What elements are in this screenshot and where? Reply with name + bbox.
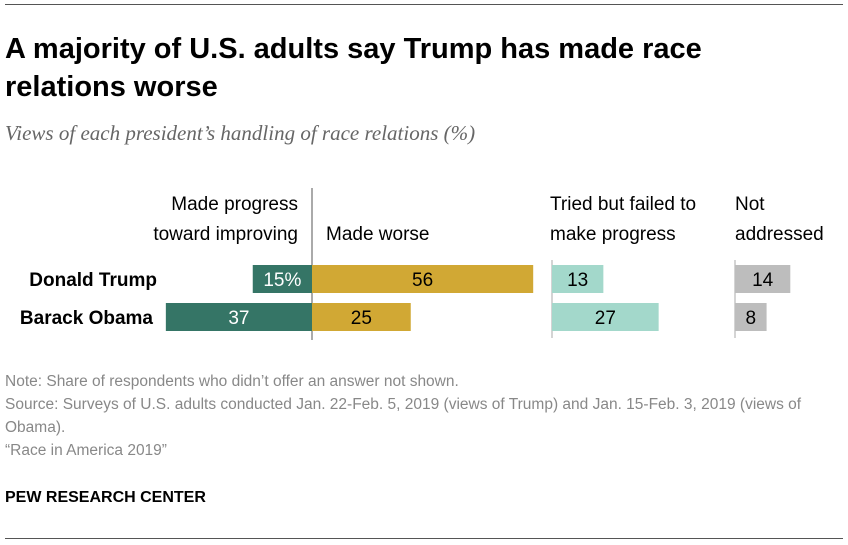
category-label: Barack Obama — [20, 308, 154, 329]
chart-title: A majority of U.S. adults say Trump has … — [5, 33, 702, 103]
data-label: 13 — [567, 270, 588, 291]
bar — [252, 265, 312, 293]
legend-label: Not — [735, 194, 765, 215]
data-label: 37 — [228, 308, 249, 329]
legend-label: toward improving — [153, 224, 298, 245]
legend-label: addressed — [735, 224, 824, 245]
bar — [552, 303, 659, 331]
bar — [165, 303, 312, 331]
top-rule — [5, 4, 843, 5]
bar — [552, 265, 604, 293]
legend-label: Made worse — [326, 224, 430, 245]
legend-label: make progress — [550, 224, 676, 245]
data-label: 56 — [412, 270, 433, 291]
bottom-rule — [5, 538, 843, 539]
chart-subtitle: Views of each president’s handling of ra… — [5, 121, 476, 145]
data-label: 27 — [595, 308, 616, 329]
category-label: Donald Trump — [29, 270, 157, 291]
data-label: 15% — [263, 270, 301, 291]
note: Note: Share of respondents who didn’t of… — [5, 373, 459, 390]
data-label: 25 — [351, 308, 372, 329]
bar — [312, 265, 534, 293]
brand: PEW RESEARCH CENTER — [5, 489, 206, 506]
bar-chart: Made progress toward improving Made worse T… — [20, 188, 824, 340]
bar — [735, 265, 791, 293]
data-label: 8 — [746, 308, 757, 329]
legend-label: Tried but failed to — [550, 194, 696, 215]
report-title: “Race in America 2019” — [5, 442, 167, 459]
bar — [735, 303, 767, 331]
source: Source: Surveys of U.S. adults conducted… — [5, 396, 802, 436]
legend-label: Made progress — [171, 194, 298, 215]
data-label: 14 — [752, 270, 774, 291]
bar — [312, 303, 411, 331]
